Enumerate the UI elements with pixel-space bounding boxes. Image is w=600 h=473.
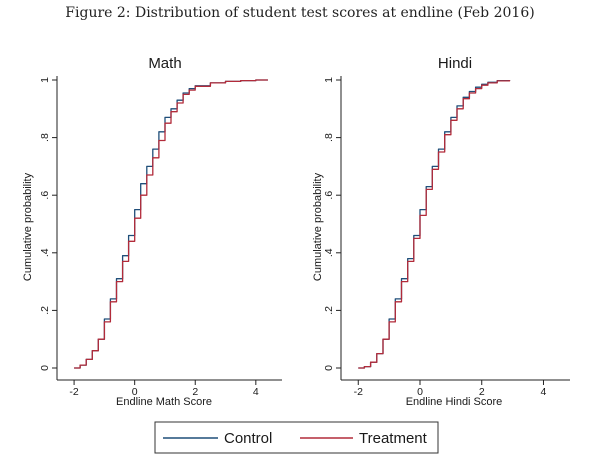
x-tick-label-math: 0 [132, 386, 138, 398]
legend-label-control: Control [224, 430, 272, 447]
panel-hindi: Hindi Endline Hindi Score Cumulative pro… [312, 55, 570, 408]
y-tick-label-math: 0 [39, 365, 51, 371]
axes-math: 0 .2 .4 .6 .8 1 -2 0 2 4 [39, 76, 282, 398]
legend-label-treatment: Treatment [359, 430, 428, 447]
y-tick-label-math: .4 [39, 248, 51, 257]
x-tick-label-math: 2 [192, 386, 198, 398]
y-tick-label-hindi: .8 [323, 133, 335, 142]
series-line-treatment-hindi [358, 80, 511, 369]
y-tick-label-hindi: .2 [323, 306, 335, 315]
series-group-hindi [358, 79, 511, 369]
x-tick-label-math: -2 [69, 386, 78, 398]
x-tick-label-hindi: 4 [541, 386, 547, 398]
panel-title-hindi: Hindi [438, 55, 472, 72]
y-tick-label-hindi: .6 [323, 191, 335, 200]
y-tick-label-hindi: 1 [323, 77, 335, 83]
y-axis-label-math: Cumulative probability [22, 172, 34, 281]
x-tick-label-hindi: 0 [417, 386, 423, 398]
y-tick-label-hindi: .4 [323, 248, 335, 257]
y-tick-label-math: .8 [39, 133, 51, 142]
panel-math: Math Endline Math Score Cumulative proba… [22, 55, 282, 408]
series-line-treatment-math [74, 79, 268, 369]
x-axis-label-hindi: Endline Hindi Score [406, 396, 503, 408]
series-group-math [74, 79, 268, 369]
y-tick-label-math: .6 [39, 191, 51, 200]
y-tick-label-math: .2 [39, 306, 51, 315]
x-tick-label-hindi: 2 [479, 386, 485, 398]
legend: Control Treatment [154, 421, 439, 454]
x-axis-label-math: Endline Math Score [116, 396, 212, 408]
y-tick-label-hindi: 0 [323, 365, 335, 371]
axes-hindi: 0 .2 .4 .6 .8 1 -2 0 2 4 [323, 76, 570, 398]
figure-title: Figure 2: Distribution of student test s… [65, 5, 534, 21]
y-tick-label-math: 1 [39, 77, 51, 83]
y-axis-label-hindi: Cumulative probability [312, 172, 324, 281]
panel-title-math: Math [148, 55, 181, 72]
x-tick-label-math: 4 [253, 386, 259, 398]
x-tick-label-hindi: -2 [354, 386, 363, 398]
